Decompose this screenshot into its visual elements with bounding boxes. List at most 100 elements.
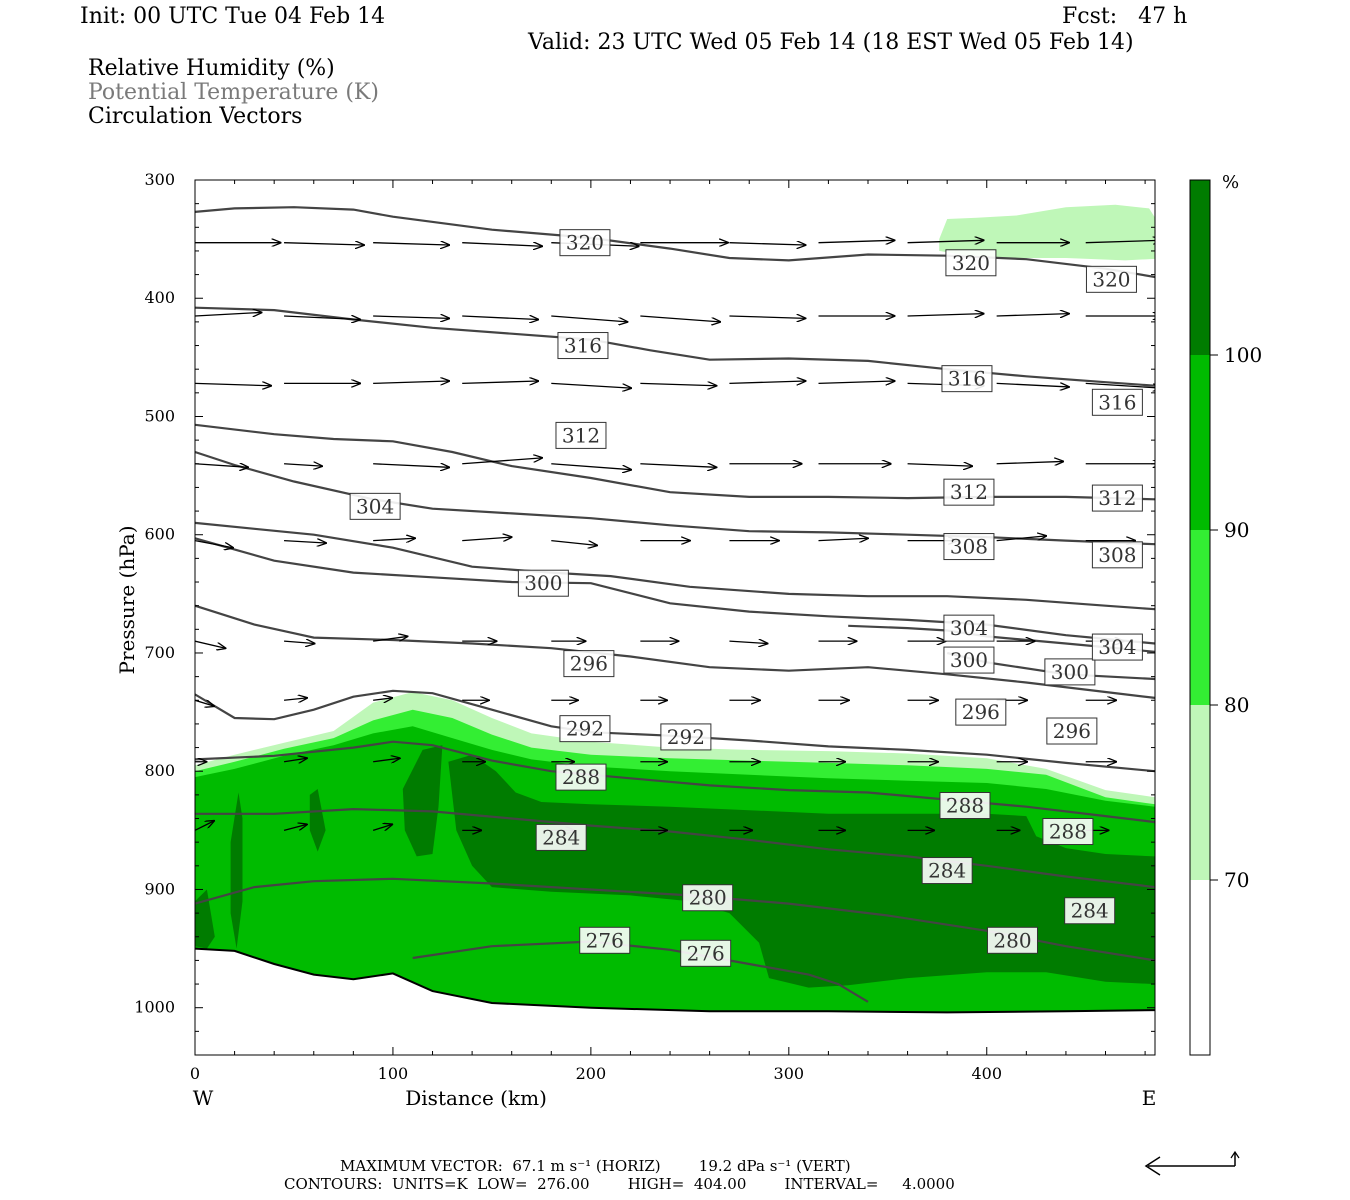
colorbar-tick-label: 80 bbox=[1224, 693, 1249, 717]
isentrope-label: 296 bbox=[962, 700, 1000, 724]
circulation-vector bbox=[551, 463, 631, 470]
y-tick-label: 600 bbox=[144, 525, 175, 544]
isentrope-label: 300 bbox=[950, 648, 988, 672]
circulation-vector bbox=[996, 536, 1046, 542]
isentrope-label: 276 bbox=[687, 941, 725, 965]
x-tick-label: 100 bbox=[378, 1064, 409, 1083]
circulation-vector bbox=[1085, 240, 1155, 242]
circulation-vector bbox=[195, 383, 271, 385]
y-tick-label: 900 bbox=[144, 879, 175, 898]
isentrope-label: 300 bbox=[1051, 660, 1089, 684]
circulation-vector bbox=[996, 383, 1069, 387]
circulation-vector bbox=[996, 461, 1064, 463]
circulation-vector bbox=[373, 381, 449, 383]
isentrope-label-box bbox=[660, 723, 712, 751]
circulation-vector bbox=[462, 381, 538, 383]
x-tick-label: 300 bbox=[774, 1064, 805, 1083]
isentrope-label-box bbox=[1091, 541, 1143, 569]
isentrope-label: 320 bbox=[952, 251, 990, 275]
isentrope-label-box bbox=[563, 650, 615, 678]
field-theta: Potential Temperature (K) bbox=[88, 80, 379, 105]
isentrope-316 bbox=[195, 306, 1155, 387]
init-time: Init: 00 UTC Tue 04 Feb 14 bbox=[80, 4, 386, 29]
circulation-vector bbox=[907, 240, 984, 242]
circulation-vector bbox=[640, 464, 716, 468]
isentrope-label: 304 bbox=[950, 616, 988, 640]
isentrope-label: 312 bbox=[1098, 486, 1136, 510]
circulation-vector bbox=[729, 243, 805, 245]
circulation-vector bbox=[284, 316, 360, 320]
isentrope-label: 296 bbox=[1053, 719, 1091, 743]
circulation-vector bbox=[551, 382, 631, 388]
circulation-vector bbox=[729, 381, 805, 383]
isentrope-label: 288 bbox=[562, 765, 600, 789]
field-rh: Relative Humidity (%) bbox=[88, 56, 335, 81]
x-axis-label: Distance (km) bbox=[405, 1086, 547, 1110]
isentrope-300 bbox=[195, 537, 1155, 645]
colorbar-segment bbox=[1190, 530, 1210, 705]
isentrope-label-box bbox=[349, 492, 401, 520]
isentrope-292 bbox=[195, 689, 1155, 773]
isentrope-label-box bbox=[1044, 658, 1096, 686]
circulation-vector bbox=[195, 640, 225, 648]
isentrope-label: 284 bbox=[542, 825, 580, 849]
circulation-vector bbox=[373, 636, 407, 642]
isentrope-label: 276 bbox=[586, 928, 624, 952]
isentrope-label-box bbox=[921, 857, 973, 885]
contours-text: CONTOURS: UNITS=K LOW= 276.00 HIGH= 404.… bbox=[284, 1175, 955, 1193]
x-tick-label: 200 bbox=[576, 1064, 607, 1083]
isentrope-308 bbox=[195, 521, 1155, 611]
circulation-vector bbox=[373, 316, 449, 318]
east-label: E bbox=[1142, 1086, 1157, 1110]
circulation-vector bbox=[818, 240, 895, 242]
rh-region-100 bbox=[402, 745, 443, 857]
isentrope-label: 284 bbox=[928, 859, 966, 883]
isentrope-label-box bbox=[986, 926, 1038, 954]
isentrope-label-box bbox=[559, 715, 611, 743]
isentrope-label: 308 bbox=[950, 535, 988, 559]
isentrope-label-box bbox=[555, 421, 607, 449]
terrain-line bbox=[195, 947, 1155, 1014]
circulation-vector bbox=[373, 243, 449, 245]
isentrope-label: 320 bbox=[1092, 267, 1130, 291]
circulation-vector bbox=[640, 315, 720, 322]
circulation-vector bbox=[996, 314, 1069, 316]
circulation-vector bbox=[818, 538, 868, 540]
circulation-vector bbox=[284, 541, 326, 543]
isentrope-284 bbox=[195, 807, 1155, 889]
isentrope-320 bbox=[195, 206, 1155, 279]
rh-region-100 bbox=[195, 889, 215, 949]
circulation-vector bbox=[551, 315, 627, 322]
isentrope-label: 316 bbox=[1098, 390, 1136, 414]
circulation-vector bbox=[462, 243, 542, 247]
reference-vector-icon bbox=[1144, 1150, 1240, 1176]
isentrope-label: 284 bbox=[1071, 899, 1109, 923]
isentrope-label: 312 bbox=[950, 480, 988, 504]
isentrope-296 bbox=[195, 604, 1155, 699]
circulation-vector bbox=[284, 464, 322, 466]
colorbar-segment bbox=[1190, 880, 1210, 1055]
x-tick-label: 400 bbox=[971, 1064, 1002, 1083]
circulation-vector bbox=[372, 824, 392, 831]
isentrope-label: 292 bbox=[667, 725, 705, 749]
y-tick-label: 500 bbox=[144, 406, 175, 425]
isentrope-label: 288 bbox=[946, 794, 984, 818]
circulation-vector bbox=[373, 464, 449, 468]
isentrope-label: 300 bbox=[524, 571, 562, 595]
y-tick-label: 1000 bbox=[134, 998, 175, 1017]
terrain-mask bbox=[195, 948, 1155, 1055]
circulation-vector bbox=[907, 314, 984, 316]
isentrope-label-box bbox=[943, 614, 995, 642]
circulation-vector bbox=[284, 243, 364, 245]
y-tick-label: 800 bbox=[144, 761, 175, 780]
isentrope-label-box bbox=[955, 698, 1007, 726]
field-vectors: Circulation Vectors bbox=[88, 104, 303, 129]
isentrope-label-box bbox=[1085, 265, 1137, 293]
x-tick-label: 0 bbox=[190, 1064, 200, 1083]
circulation-vector bbox=[729, 641, 767, 643]
isentrope-288 bbox=[195, 740, 1155, 824]
isentrope-label-box bbox=[939, 792, 991, 820]
isentrope-label-box bbox=[535, 823, 587, 851]
circulation-vector bbox=[283, 824, 307, 831]
